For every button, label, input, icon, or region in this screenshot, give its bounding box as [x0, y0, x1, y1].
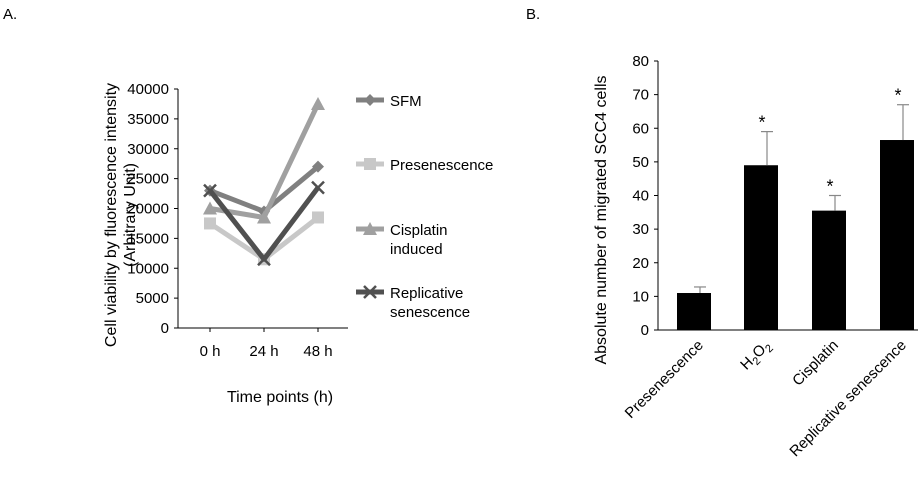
y-tick-label: 35000: [127, 111, 169, 128]
x-tick-label-text: Presenescence: [622, 337, 707, 422]
legend-label: Replicative senescence: [390, 285, 470, 321]
legend-entry: Presenescence: [356, 157, 493, 174]
bar: [677, 293, 711, 330]
panel-b-label: B.: [526, 6, 540, 23]
y-tick-label: 5000: [136, 290, 169, 307]
legend-label: SFM: [390, 93, 422, 110]
data-point-marker: [204, 217, 216, 230]
x-tick-label-text: Cisplatin: [789, 337, 842, 390]
x-tick-label-text: Replicative senescence: [786, 337, 909, 460]
y-tick-label: 40: [632, 188, 649, 205]
bar: [880, 140, 914, 330]
legend-marker: [363, 222, 377, 235]
legend-label: Cisplatin induced: [390, 222, 448, 258]
line-chart-cell-viability: 0 5000 10000 15000 20000 25000 30000 35000 40000…: [103, 81, 493, 406]
series-path: [209, 102, 321, 220]
panel-a-label: A.: [3, 6, 17, 23]
x-tick-label: 0 h: [200, 343, 221, 360]
legend-marker: [364, 94, 376, 106]
data-point-marker: [312, 160, 324, 173]
y-tick-label: 40000: [127, 81, 169, 98]
y-axis-title: Absolute number of migrated SCC4 cells: [593, 75, 610, 364]
legend-marker: [364, 158, 376, 170]
data-point-marker: [312, 211, 324, 224]
y-tick-label: 10: [632, 288, 649, 305]
series-path: [209, 164, 320, 214]
x-tick-label: Cisplatin: [789, 337, 842, 390]
bar: [812, 210, 846, 330]
x-axis-title: Time points (h): [227, 389, 333, 406]
legend-label-line: Presenescence: [390, 157, 493, 174]
y-tick-label: 20: [632, 255, 649, 272]
data-point-marker: [257, 210, 271, 224]
y-tick-label: 0: [641, 322, 649, 339]
y-tick-label: 0: [161, 320, 169, 337]
x-tick-label: Replicative senescence: [786, 337, 909, 460]
y-tick-label: 25000: [127, 171, 169, 188]
legend-marker: [363, 285, 377, 299]
series-line-3: [203, 180, 325, 267]
y-tick-label: 50: [632, 154, 649, 171]
y-tick-label: 30000: [127, 141, 169, 158]
data-point-marker: [311, 96, 325, 110]
y-tick-label: 80: [632, 53, 649, 70]
y-tick-label: 70: [632, 87, 649, 104]
legend-entry: Cisplatin induced: [356, 222, 448, 258]
series-path: [208, 215, 320, 262]
y-axis-title-line: (Arbitrary Unit): [122, 163, 139, 267]
legend-label-line: induced: [390, 241, 443, 258]
y-axis-title-line: Cell viability by fluorescence intensity: [103, 83, 120, 347]
legend-label-line: senescence: [390, 304, 470, 321]
data-point-marker: [257, 252, 271, 267]
y-tick-label: 15000: [127, 230, 169, 247]
y-tick-label: 20000: [127, 201, 169, 218]
significance-asterisk: *: [894, 86, 901, 106]
legend-label: Presenescence: [390, 157, 493, 174]
legend-entry: Replicative senescence: [356, 285, 470, 321]
x-tick-label: 48 h: [303, 343, 332, 360]
data-point-marker: [311, 180, 325, 195]
y-tick-label: 60: [632, 120, 649, 137]
y-axis-title: Cell viability by fluorescence intensity…: [103, 83, 139, 347]
x-tick-label: Presenescence: [622, 337, 707, 422]
x-tick-label: 24 h: [249, 343, 278, 360]
legend-label-line: Replicative: [390, 285, 463, 302]
significance-asterisk: *: [826, 177, 833, 197]
y-tick-label: 10000: [127, 260, 169, 277]
legend-entry: SFM: [356, 93, 422, 110]
y-tick-label: 30: [632, 221, 649, 238]
data-point-marker: [203, 201, 217, 215]
legend-label-line: Cisplatin: [390, 222, 448, 239]
x-tick-label: H2O2: [737, 337, 776, 376]
bar: [744, 165, 778, 330]
significance-asterisk: *: [758, 113, 765, 133]
bar-chart-migrated-cells: 0 10 20 30 40 50 60 70 80 Absolute number of migr…: [593, 53, 918, 460]
data-point-marker: [203, 183, 217, 198]
legend-label-line: SFM: [390, 93, 422, 110]
